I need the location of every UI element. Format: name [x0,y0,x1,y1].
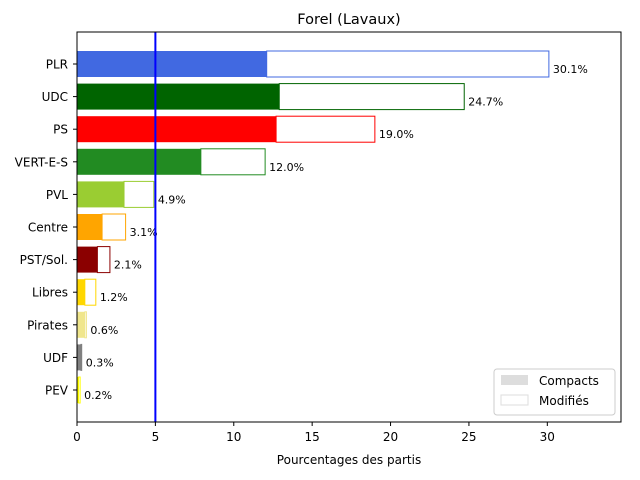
bar-compacts-pst-sol [77,246,98,273]
data-label: 2.1% [114,259,142,272]
y-tick-label: PST/Sol. [20,253,68,267]
data-label: 12.0% [269,161,304,174]
bar-compacts-pirates [77,311,85,338]
y-tick-label: VERT-E-S [15,155,68,169]
x-tick-label: 25 [461,430,476,444]
x-tick-label: 5 [152,430,160,444]
bar-modifies-udc [278,83,465,111]
bar-compacts-udf [77,344,81,371]
y-tick-label: Libres [32,286,68,300]
bar-modifies-pev [78,376,81,404]
x-tick-label: 15 [305,430,320,444]
bar-modifies-centre [101,213,127,241]
bar-modifies-pirates [84,311,87,339]
legend-label: Compacts [539,374,599,388]
bar-compacts-plr [77,51,267,77]
data-label: 3.1% [130,226,158,239]
bar-compacts-ps [77,116,277,143]
y-tick-label: UDC [42,90,68,104]
x-axis-label: Pourcentages des partis [277,453,421,467]
data-label: 0.3% [86,356,114,369]
bar-compacts-vert-e-s [77,148,201,175]
x-tick-label: 20 [383,430,398,444]
data-label: 4.9% [158,193,186,206]
bar-compacts-centre [77,214,103,240]
bar-compacts-udc [77,83,280,110]
data-label: 1.2% [100,291,128,304]
x-tick-label: 30 [540,430,555,444]
y-tick-label: PVL [46,188,68,202]
x-tick-label: 0 [73,430,81,444]
data-label: 0.6% [90,324,118,337]
y-tick-label: UDF [43,351,68,365]
data-label: 0.2% [84,389,112,402]
data-label: 24.7% [468,96,503,109]
bar-modifies-vert-e-s [200,148,266,176]
y-tick-label: Pirates [27,318,68,332]
bar-modifies-libres [84,278,97,306]
bar-modifies-pst-sol [96,246,111,274]
data-label: 19.0% [379,128,414,141]
bar-modifies-ps [275,115,376,143]
legend-swatch-modifiés [500,394,529,406]
x-tick-label: 10 [226,430,241,444]
y-tick-label: PLR [46,58,68,72]
bar-compacts-pvl [77,181,125,208]
y-tick-label: PEV [45,384,69,398]
bar-compacts-pev [77,377,79,403]
bar-modifies-plr [266,50,550,78]
chart-title: Forel (Lavaux) [297,12,400,28]
data-label: 30.1% [553,63,588,76]
legend-label: Modifiés [539,394,589,408]
bar-modifies-udf [80,343,83,371]
y-tick-label: Centre [28,221,68,235]
bar-modifies-pvl [123,180,155,208]
legend-swatch-compacts [501,375,528,385]
y-tick-label: PS [53,123,68,137]
bar-compacts-libres [77,279,85,306]
